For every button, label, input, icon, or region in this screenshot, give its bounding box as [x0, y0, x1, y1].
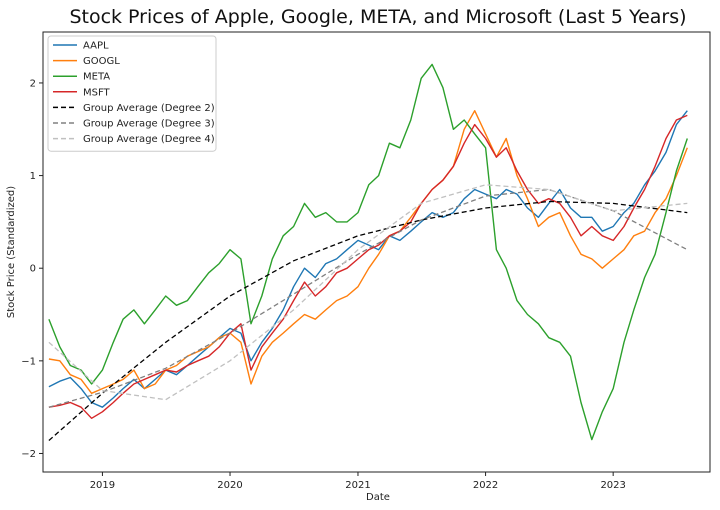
- x-axis-label: Date: [366, 492, 390, 503]
- y-tick-label: 2: [30, 78, 36, 89]
- legend-label-group-average-degree-3: Group Average (Degree 3): [83, 119, 215, 130]
- x-tick-label: 2023: [600, 480, 625, 491]
- series-line-aapl: [48, 110, 688, 408]
- y-tick-label: 0: [30, 264, 36, 275]
- x-tick-label: 2022: [473, 480, 498, 491]
- legend-label-group-average-degree-2: Group Average (Degree 2): [83, 103, 215, 114]
- y-axis: −2 −1 0 1 2: [21, 78, 43, 460]
- series-line-group-average-degree-4: [48, 184, 688, 401]
- x-tick-label: 2020: [217, 480, 242, 491]
- legend-label-msft: MSFT: [83, 87, 111, 98]
- legend: AAPL GOOGL META MSFT Group Average (Degree 2…: [47, 35, 217, 152]
- series-line-meta: [48, 63, 688, 441]
- chart-title: Stock Prices of Apple, Google, META, and…: [69, 6, 686, 28]
- y-tick-label: 1: [30, 171, 36, 182]
- legend-label-aapl: AAPL: [83, 41, 109, 52]
- series-line-group-average-degree-3: [48, 188, 688, 408]
- series-line-googl: [48, 109, 688, 394]
- series-layer: [48, 63, 688, 441]
- plot-frame: [42, 31, 711, 473]
- legend-label-meta: META: [83, 72, 110, 83]
- legend-box: [47, 35, 217, 152]
- series-line-msft: [48, 114, 688, 419]
- y-axis-label: Stock Price (Standardized): [6, 186, 17, 318]
- legend-label-googl: GOOGL: [83, 56, 120, 67]
- legend-label-group-average-degree-4: Group Average (Degree 4): [83, 134, 215, 145]
- y-tick-label: −2: [21, 449, 36, 460]
- x-tick-label: 2019: [90, 480, 115, 491]
- x-tick-label: 2021: [345, 480, 370, 491]
- x-axis: 2019 2020 2021 2022 2023: [90, 472, 626, 491]
- y-tick-label: −1: [21, 356, 36, 367]
